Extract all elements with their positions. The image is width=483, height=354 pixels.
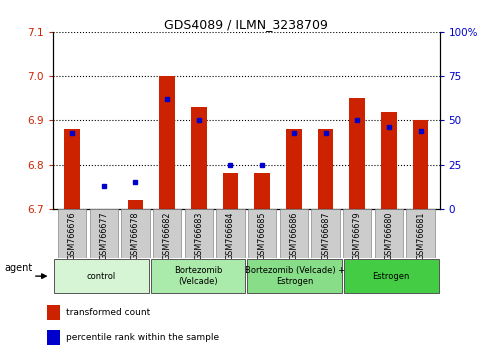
- Bar: [318, 129, 333, 209]
- Bar: [343, 209, 371, 258]
- Bar: [311, 209, 340, 258]
- Text: GSM766687: GSM766687: [321, 211, 330, 260]
- Bar: [47, 330, 60, 345]
- Bar: [159, 76, 175, 209]
- Bar: [248, 209, 276, 258]
- Bar: [349, 98, 365, 209]
- Text: GSM766679: GSM766679: [353, 211, 362, 260]
- Text: GSM766677: GSM766677: [99, 211, 108, 260]
- Bar: [89, 209, 118, 258]
- Bar: [191, 107, 207, 209]
- Bar: [121, 209, 150, 258]
- Bar: [64, 129, 80, 209]
- Text: GSM766680: GSM766680: [384, 211, 393, 260]
- Bar: [54, 259, 149, 293]
- Bar: [128, 200, 143, 209]
- Text: GSM766681: GSM766681: [416, 211, 425, 260]
- Text: GSM766685: GSM766685: [257, 211, 267, 260]
- Text: Bortezomib
(Velcade): Bortezomib (Velcade): [174, 267, 222, 286]
- Bar: [47, 305, 60, 320]
- Text: GSM766678: GSM766678: [131, 211, 140, 260]
- Bar: [406, 209, 435, 258]
- Bar: [286, 129, 302, 209]
- Bar: [381, 112, 397, 209]
- Text: GSM766682: GSM766682: [163, 211, 171, 260]
- Bar: [412, 120, 428, 209]
- Text: Bortezomib (Velcade) +
Estrogen: Bortezomib (Velcade) + Estrogen: [244, 267, 345, 286]
- Bar: [280, 209, 308, 258]
- Text: GSM766683: GSM766683: [194, 211, 203, 260]
- Title: GDS4089 / ILMN_3238709: GDS4089 / ILMN_3238709: [164, 18, 328, 31]
- Text: control: control: [87, 272, 116, 281]
- Text: Estrogen: Estrogen: [372, 272, 410, 281]
- Text: transformed count: transformed count: [66, 308, 151, 317]
- Text: GSM766684: GSM766684: [226, 211, 235, 260]
- Text: percentile rank within the sample: percentile rank within the sample: [66, 333, 219, 342]
- Bar: [375, 209, 403, 258]
- Bar: [247, 259, 342, 293]
- Bar: [153, 209, 182, 258]
- Text: agent: agent: [4, 263, 32, 273]
- Bar: [151, 259, 245, 293]
- Bar: [223, 173, 239, 209]
- Text: GSM766686: GSM766686: [289, 211, 298, 260]
- Bar: [254, 173, 270, 209]
- Bar: [58, 209, 86, 258]
- Text: GSM766676: GSM766676: [68, 211, 77, 260]
- Bar: [185, 209, 213, 258]
- Bar: [216, 209, 245, 258]
- Bar: [344, 259, 439, 293]
